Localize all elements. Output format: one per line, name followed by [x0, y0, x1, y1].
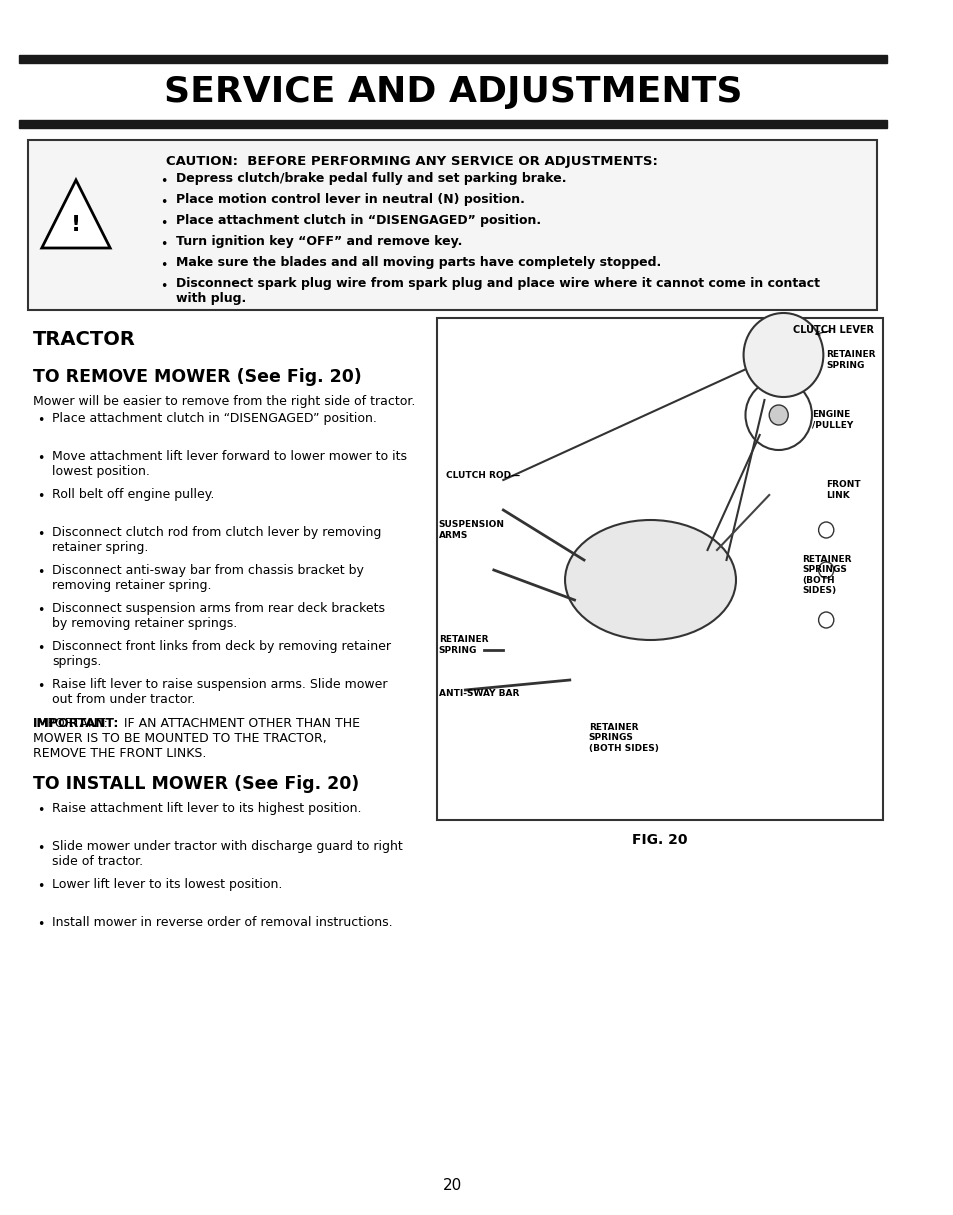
Text: 20: 20	[443, 1177, 462, 1192]
Text: RETAINER
SPRINGS
(BOTH
SIDES): RETAINER SPRINGS (BOTH SIDES)	[801, 555, 851, 595]
Bar	[19, 55, 886, 63]
Text: Disconnect spark plug wire from spark plug and place wire where it cannot come i: Disconnect spark plug wire from spark pl…	[175, 277, 819, 305]
Text: •: •	[37, 490, 45, 503]
Text: Place motion control lever in neutral (N) position.: Place motion control lever in neutral (N…	[175, 193, 524, 207]
Text: Disconnect suspension arms from rear deck brackets
by removing retainer springs.: Disconnect suspension arms from rear dec…	[52, 601, 385, 631]
Polygon shape	[42, 180, 110, 248]
Text: •: •	[160, 279, 168, 293]
Text: Make sure the blades and all moving parts have completely stopped.: Make sure the blades and all moving part…	[175, 256, 660, 269]
Text: •: •	[37, 529, 45, 541]
Text: Depress clutch/brake pedal fully and set parking brake.: Depress clutch/brake pedal fully and set…	[175, 173, 565, 185]
Text: Disconnect clutch rod from clutch lever by removing
retainer spring.: Disconnect clutch rod from clutch lever …	[52, 526, 381, 554]
Circle shape	[818, 563, 833, 578]
Text: TRACTOR: TRACTOR	[33, 330, 136, 349]
Text: RETAINER
SPRING: RETAINER SPRING	[438, 635, 488, 655]
Text: Raise attachment lift lever to its highest position.: Raise attachment lift lever to its highe…	[52, 802, 361, 815]
Text: SUSPENSION
ARMS: SUSPENSION ARMS	[438, 520, 504, 539]
Text: CLUTCH ROD—: CLUTCH ROD—	[446, 470, 520, 480]
Text: Turn ignition key “OFF” and remove key.: Turn ignition key “OFF” and remove key.	[175, 234, 461, 248]
Bar	[29, 140, 877, 310]
Text: TO INSTALL MOWER (See Fig. 20): TO INSTALL MOWER (See Fig. 20)	[33, 775, 359, 793]
Text: •: •	[37, 604, 45, 617]
Text: Place attachment clutch in “DISENGAGED” position.: Place attachment clutch in “DISENGAGED” …	[52, 412, 376, 425]
Text: FIG. 20: FIG. 20	[632, 833, 687, 847]
Text: •: •	[37, 880, 45, 893]
Text: FRONT
LINK: FRONT LINK	[825, 480, 860, 499]
Circle shape	[818, 612, 833, 628]
Text: Disconnect front links from deck by removing retainer
springs.: Disconnect front links from deck by remo…	[52, 640, 391, 668]
Bar	[436, 318, 882, 820]
Text: •: •	[37, 414, 45, 426]
Text: •: •	[37, 680, 45, 693]
Text: SERVICE AND ADJUSTMENTS: SERVICE AND ADJUSTMENTS	[164, 75, 741, 109]
Text: •: •	[37, 452, 45, 465]
Text: •: •	[160, 175, 168, 188]
Text: •: •	[160, 196, 168, 209]
Text: •: •	[37, 566, 45, 580]
Text: •: •	[37, 919, 45, 931]
Circle shape	[768, 405, 787, 425]
Ellipse shape	[564, 520, 735, 640]
Text: •: •	[37, 642, 45, 655]
Text: •: •	[160, 217, 168, 230]
Circle shape	[818, 522, 833, 538]
Bar	[19, 120, 886, 128]
Text: TO REMOVE MOWER (See Fig. 20): TO REMOVE MOWER (See Fig. 20)	[33, 368, 361, 386]
Text: Slide mower under tractor with discharge guard to right
side of tractor.: Slide mower under tractor with discharge…	[52, 840, 402, 868]
Text: RETAINER
SPRINGS
(BOTH SIDES): RETAINER SPRINGS (BOTH SIDES)	[588, 723, 658, 753]
Text: Roll belt off engine pulley.: Roll belt off engine pulley.	[52, 488, 214, 501]
Text: •: •	[37, 842, 45, 855]
Text: Move attachment lift lever forward to lower mower to its
lowest position.: Move attachment lift lever forward to lo…	[52, 450, 407, 477]
Text: IMPORTANT:: IMPORTANT:	[33, 717, 119, 730]
Circle shape	[742, 313, 822, 397]
Text: CLUTCH LEVER: CLUTCH LEVER	[792, 324, 873, 335]
Text: •: •	[160, 259, 168, 272]
Text: ENGINE
/PULLEY: ENGINE /PULLEY	[811, 411, 852, 430]
Text: Raise lift lever to raise suspension arms. Slide mower
out from under tractor.: Raise lift lever to raise suspension arm…	[52, 678, 387, 706]
Text: Mower will be easier to remove from the right side of tractor.: Mower will be easier to remove from the …	[33, 395, 416, 408]
Circle shape	[744, 380, 811, 450]
Text: IMPORTANT:    IF AN ATTACHMENT OTHER THAN THE
MOWER IS TO BE MOUNTED TO THE TRAC: IMPORTANT: IF AN ATTACHMENT OTHER THAN T…	[33, 717, 360, 761]
Text: •: •	[37, 804, 45, 816]
Text: Install mower in reverse order of removal instructions.: Install mower in reverse order of remova…	[52, 916, 393, 929]
Text: RETAINER
SPRING: RETAINER SPRING	[825, 350, 875, 369]
Text: •: •	[160, 238, 168, 252]
Text: ANTI-SWAY BAR: ANTI-SWAY BAR	[438, 689, 518, 697]
Text: CAUTION:  BEFORE PERFORMING ANY SERVICE OR ADJUSTMENTS:: CAUTION: BEFORE PERFORMING ANY SERVICE O…	[166, 156, 658, 168]
Text: Lower lift lever to its lowest position.: Lower lift lever to its lowest position.	[52, 878, 282, 891]
Text: !: !	[71, 215, 81, 234]
Text: Disconnect anti-sway bar from chassis bracket by
removing retainer spring.: Disconnect anti-sway bar from chassis br…	[52, 564, 364, 592]
Text: Place attachment clutch in “DISENGAGED” position.: Place attachment clutch in “DISENGAGED” …	[175, 214, 540, 227]
